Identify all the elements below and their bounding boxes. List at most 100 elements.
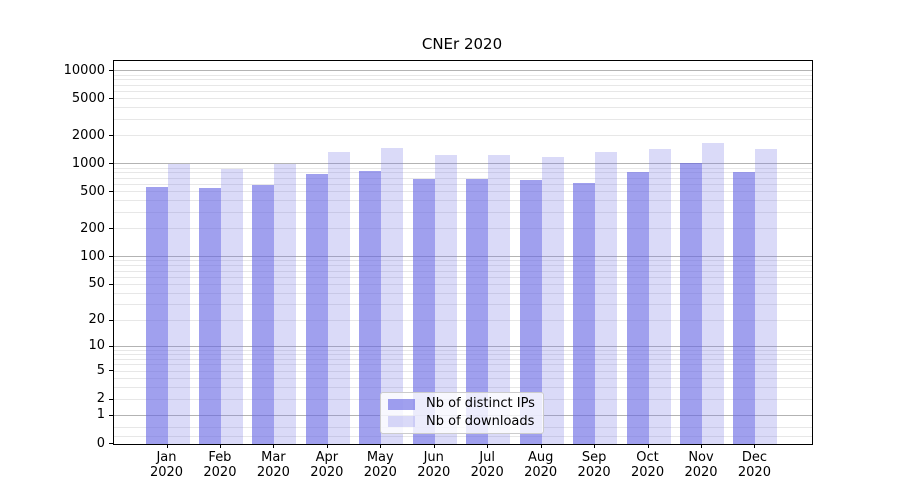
y-gridline-minor — [114, 84, 812, 86]
y-tick-label: 5000 — [71, 90, 105, 106]
y-tick-label: 10000 — [63, 62, 105, 78]
legend-label-downloads: Nb of downloads — [426, 413, 535, 429]
y-gridline-minor — [114, 177, 812, 179]
x-tick-mark — [647, 444, 649, 448]
legend-swatch-downloads — [388, 416, 415, 428]
y-gridline-minor — [114, 167, 812, 169]
y-gridline-minor — [114, 228, 812, 230]
x-tick-label-may: May 2020 — [363, 450, 397, 480]
y-tick-mark — [109, 256, 113, 258]
y-gridline-minor — [114, 260, 812, 262]
x-tick-label-jul: Jul 2020 — [470, 450, 504, 480]
bar-downloads-sep — [595, 151, 618, 444]
y-gridline-minor — [114, 90, 812, 92]
x-tick-label-nov: Nov 2020 — [684, 450, 718, 480]
x-tick-mark — [540, 444, 542, 448]
y-tick-label: 20 — [88, 312, 105, 328]
bar-distinct-ips-jun — [412, 179, 435, 444]
x-tick-label-apr: Apr 2020 — [310, 450, 344, 480]
bar-distinct-ips-aug — [519, 180, 542, 444]
y-tick-mark — [109, 98, 113, 100]
y-tick-mark — [109, 283, 113, 285]
y-tick-mark — [109, 443, 113, 444]
y-tick-label: 0 — [96, 435, 105, 451]
bar-downloads-jul — [488, 154, 511, 444]
bar-downloads-jan — [167, 164, 190, 444]
y-gridline-minor — [114, 304, 812, 306]
bar-distinct-ips-dec — [733, 171, 756, 444]
y-tick-label: 1000 — [71, 155, 105, 171]
y-tick-label: 1 — [96, 407, 105, 423]
y-tick-mark — [109, 163, 113, 165]
bar-distinct-ips-jul — [466, 178, 489, 444]
y-gridline-minor — [114, 98, 812, 100]
x-tick-mark — [754, 444, 756, 448]
bar-downloads-nov — [702, 143, 724, 444]
y-tick-mark — [109, 70, 113, 72]
y-gridline-minor — [114, 107, 812, 109]
x-tick-label-oct: Oct 2020 — [631, 450, 665, 480]
y-tick-label: 2000 — [71, 127, 105, 143]
legend: Nb of distinct IPs Nb of downloads — [380, 392, 544, 434]
y-gridline-minor — [114, 276, 812, 278]
bar-downloads-dec — [755, 148, 778, 444]
x-tick-label-sep: Sep 2020 — [577, 450, 611, 480]
bar-downloads-mar — [274, 164, 297, 444]
x-tick-mark — [380, 444, 382, 448]
x-tick-label-dec: Dec 2020 — [737, 450, 771, 480]
bar-distinct-ips-may — [359, 171, 382, 444]
bar-downloads-aug — [541, 156, 564, 444]
y-tick-mark — [109, 191, 113, 193]
y-gridline-major — [114, 163, 812, 165]
y-gridline-minor — [114, 270, 812, 272]
legend-swatch-distinct-ips — [388, 398, 415, 410]
x-tick-mark — [701, 444, 702, 448]
y-tick-mark — [109, 398, 113, 400]
y-tick-mark — [109, 135, 113, 137]
y-gridline-minor — [114, 435, 812, 437]
bar-distinct-ips-apr — [305, 174, 328, 444]
x-tick-mark — [166, 444, 168, 448]
y-tick-mark — [109, 319, 113, 321]
legend-label-distinct-ips: Nb of distinct IPs — [426, 396, 535, 412]
x-tick-mark — [487, 444, 489, 448]
y-tick-label: 5 — [96, 362, 105, 378]
bar-downloads-oct — [648, 148, 671, 444]
y-gridline-minor — [114, 358, 812, 360]
x-tick-mark — [273, 444, 275, 448]
y-gridline-minor — [114, 265, 812, 267]
bar-distinct-ips-oct — [626, 172, 649, 444]
y-gridline-minor — [114, 319, 812, 321]
legend-item-downloads: Nb of downloads — [381, 414, 543, 430]
y-tick-label: 50 — [88, 276, 105, 292]
y-gridline-minor — [114, 191, 812, 193]
x-tick-label-jan: Jan 2020 — [149, 450, 184, 480]
y-gridline-minor — [114, 283, 812, 285]
bar-distinct-ips-feb — [198, 188, 221, 444]
y-gridline-minor — [114, 354, 812, 356]
x-tick-label-jun: Jun 2020 — [417, 450, 451, 480]
y-gridline-minor — [114, 377, 812, 379]
y-gridline-minor — [114, 172, 812, 174]
y-tick-label: 500 — [80, 183, 105, 199]
plot-area: Nb of distinct IPs Nb of downloads — [113, 60, 813, 445]
x-tick-mark — [326, 444, 328, 448]
y-gridline-minor — [114, 119, 812, 121]
y-gridline-minor — [114, 200, 812, 202]
y-gridline-minor — [114, 74, 812, 76]
y-gridline-major — [114, 345, 812, 347]
bar-downloads-may — [381, 147, 404, 444]
bar-distinct-ips-mar — [252, 185, 275, 444]
y-gridline-minor — [114, 212, 812, 214]
y-tick-mark — [109, 370, 113, 372]
x-tick-label-feb: Feb 2020 — [203, 450, 237, 480]
bar-distinct-ips-sep — [573, 183, 596, 444]
y-gridline-minor — [114, 135, 812, 137]
y-tick-label: 10 — [88, 338, 105, 354]
y-tick-mark — [109, 228, 113, 230]
x-tick-label-mar: Mar 2020 — [256, 450, 290, 480]
bar-downloads-apr — [327, 151, 350, 444]
y-gridline-minor — [114, 349, 812, 351]
x-tick-mark — [594, 444, 596, 448]
